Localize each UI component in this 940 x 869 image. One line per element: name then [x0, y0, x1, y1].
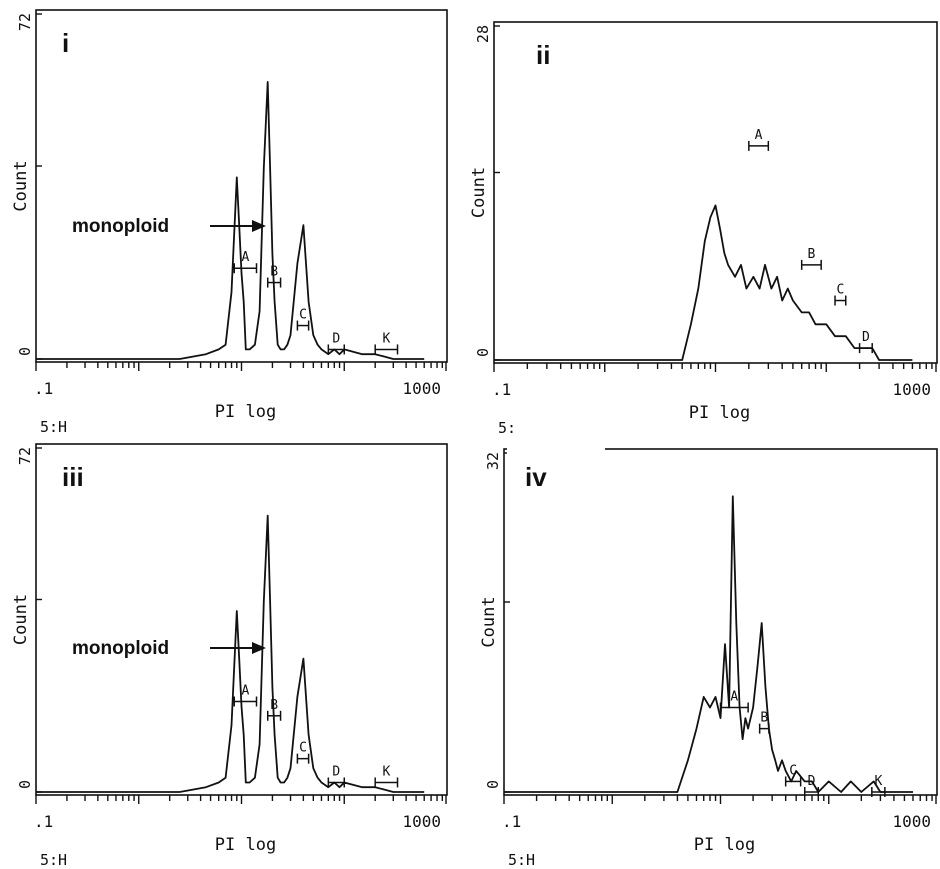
gate-c: C — [784, 763, 802, 787]
gate-b: B — [266, 698, 282, 721]
gate-label: C — [789, 763, 797, 778]
x-tick-label-max: 1000 — [402, 812, 441, 831]
gate-label: K — [382, 764, 390, 779]
x-axis-label: PI log — [215, 402, 276, 422]
y-tick-label-max: 32 — [484, 452, 502, 470]
gate-a: A — [233, 683, 258, 707]
gate-label: D — [808, 774, 816, 789]
x-tick-label-max: 1000 — [892, 380, 931, 399]
gate-label: C — [299, 308, 307, 323]
gate-label: K — [382, 331, 390, 346]
gate-b: B — [266, 265, 282, 288]
gate-label: A — [755, 128, 763, 143]
gate-k: K — [374, 331, 399, 355]
gate-c: C — [296, 308, 310, 331]
gate-b: B — [758, 711, 770, 734]
gate-label: B — [808, 247, 816, 262]
gate-c: C — [834, 283, 847, 306]
gate-d: D — [327, 331, 345, 355]
y-axis-label: Count — [469, 167, 489, 218]
panel-ii: .1 1000 0 28 Count PI log 5: A B C Dii — [469, 21, 938, 437]
footer-label: 5:H — [508, 851, 535, 869]
plot-frame — [35, 443, 448, 796]
y-tick-label-max: 72 — [16, 13, 34, 31]
y-tick-label-min: 0 — [16, 347, 34, 356]
panel-i: .1 1000 0 72 Count PI log 5:H A B C D Ki monoploid — [11, 9, 448, 436]
gate-label: C — [299, 741, 307, 756]
y-tick-label-max: 72 — [16, 447, 34, 465]
gate-a: A — [748, 128, 770, 151]
histogram-line-iii — [36, 514, 425, 793]
monoploid-arrow-head — [252, 220, 266, 232]
x-tick-label-max: 1000 — [892, 812, 931, 831]
y-axis-label: Count — [479, 596, 499, 647]
x-tick-label-min: .1 — [492, 380, 511, 399]
panel-label: i — [62, 28, 69, 58]
x-tick-label-min: .1 — [34, 812, 53, 831]
monoploid-annotation: monoploid — [72, 216, 169, 237]
x-tick-label-min: .1 — [502, 812, 521, 831]
gate-k: K — [871, 774, 886, 797]
panel-label-box — [518, 24, 613, 100]
x-tick-label-min: .1 — [34, 379, 53, 398]
x-tick-label-max: 1000 — [402, 379, 441, 398]
y-axis-label: Count — [11, 160, 31, 211]
panel-label: iv — [525, 462, 547, 492]
panel-label: iii — [62, 462, 84, 492]
gate-label: K — [874, 774, 882, 789]
gate-label: A — [730, 690, 738, 705]
gate-label: D — [862, 330, 870, 345]
histogram-line-ii — [494, 204, 913, 361]
monoploid-arrow-head — [252, 642, 266, 654]
gate-k: K — [374, 764, 399, 788]
y-tick-label-min: 0 — [474, 348, 492, 357]
x-axis-label: PI log — [689, 403, 750, 423]
gate-label: B — [270, 265, 278, 280]
gate-label: D — [332, 764, 340, 779]
y-tick-label-max: 28 — [474, 25, 492, 43]
gate-label: D — [332, 331, 340, 346]
gate-label: B — [270, 698, 278, 713]
gate-c: C — [296, 741, 310, 764]
footer-label: 5: — [498, 419, 516, 437]
gate-a: A — [233, 250, 258, 274]
gate-label: A — [241, 250, 249, 265]
gate-d: D — [803, 774, 820, 797]
histogram-line-iv — [504, 495, 913, 793]
x-axis-label: PI log — [215, 835, 276, 855]
monoploid-annotation: monoploid — [72, 638, 169, 659]
x-axis-label: PI log — [694, 835, 755, 855]
footer-label: 5:H — [40, 418, 67, 436]
gate-a: A — [719, 690, 749, 713]
gate-label: A — [241, 683, 249, 698]
gate-d: D — [327, 764, 345, 788]
gate-label: B — [760, 711, 768, 726]
footer-label: 5:H — [40, 851, 67, 869]
panel-label-box — [507, 446, 605, 516]
gate-label: C — [836, 283, 844, 298]
y-tick-label-min: 0 — [16, 780, 34, 789]
y-tick-label-min: 0 — [484, 780, 502, 789]
y-axis-label: Count — [11, 594, 31, 645]
histogram-line-i — [36, 81, 425, 360]
panel-iv: .1 1000 0 32 Count PI log 5:H A B CD Kiv — [479, 446, 938, 869]
gate-d: D — [858, 330, 873, 354]
panel-label: ii — [536, 40, 550, 70]
plot-frame — [35, 9, 448, 363]
gate-b: B — [800, 247, 822, 270]
